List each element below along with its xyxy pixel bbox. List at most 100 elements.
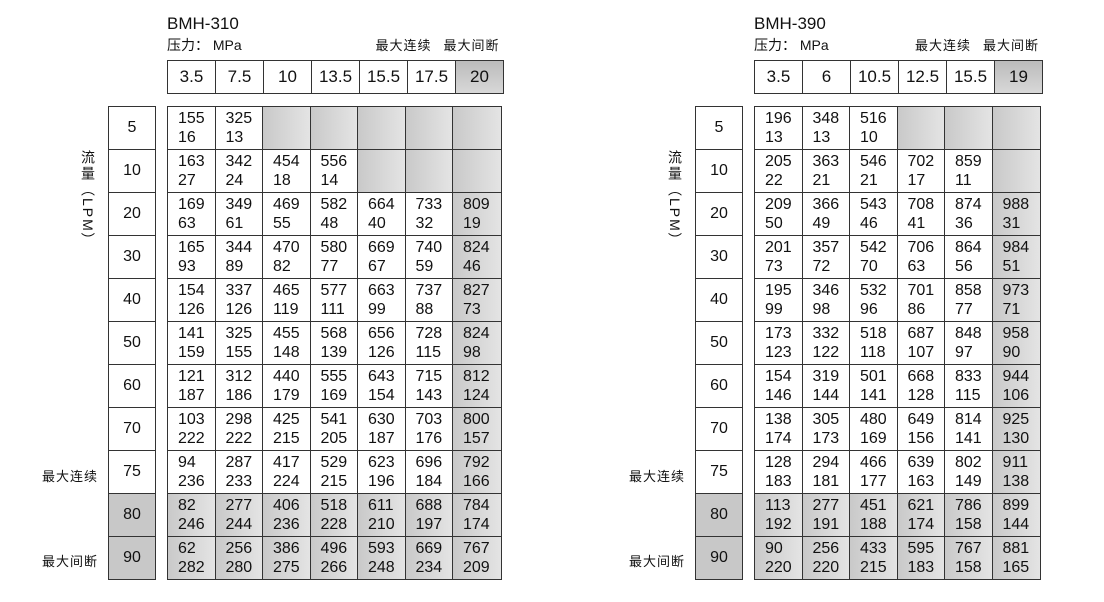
speed-value: 121 (178, 368, 205, 385)
torque-value: 174 (765, 430, 792, 447)
speed-value: 925 (1002, 411, 1030, 428)
speed-value: 201 (765, 239, 792, 256)
data-cell: 480 169 (850, 408, 898, 450)
torque-value: 188 (860, 516, 887, 533)
speed-value: 621 (907, 497, 935, 514)
speed-value: 425 (273, 411, 300, 428)
data-cell: 824 46 (453, 236, 501, 278)
max-intermittent-row-label: 最大间断 (629, 554, 686, 569)
data-cell: 595 183 (897, 537, 945, 579)
speed-value: 165 (178, 239, 205, 256)
speed-value: 332 (812, 325, 840, 342)
torque-value: 106 (1002, 387, 1030, 404)
empty-cell (263, 107, 311, 149)
torque-value: 181 (812, 473, 840, 490)
speed-value: 848 (955, 325, 982, 342)
speed-value: 859 (955, 153, 982, 170)
speed-value: 113 (765, 497, 791, 514)
speed-value: 701 (907, 282, 935, 299)
torque-value: 32 (415, 215, 434, 232)
speed-value: 277 (812, 497, 840, 514)
torque-value: 72 (812, 258, 831, 275)
torque-value: 123 (765, 344, 792, 361)
data-cell: 155 16 (168, 107, 216, 149)
data-cell: 305 173 (803, 408, 850, 450)
data-cell: 858 77 (945, 279, 993, 321)
flow-cell: 70 (696, 408, 742, 451)
torque-value: 63 (178, 215, 196, 232)
torque-value: 187 (178, 387, 205, 404)
torque-value: 144 (812, 387, 840, 404)
data-cell: 784 174 (453, 494, 501, 536)
data-cell: 256 280 (215, 537, 263, 579)
data-cell: 205 22 (755, 150, 803, 192)
speed-value: 663 (368, 282, 395, 299)
data-cell: 173 123 (755, 322, 803, 364)
speed-value: 737 (415, 282, 443, 299)
data-cell: 988 31 (992, 193, 1040, 235)
flow-cell: 50 (696, 322, 742, 365)
speed-value: 277 (225, 497, 253, 514)
speed-value: 643 (368, 368, 395, 385)
data-cell: 319 144 (803, 365, 850, 407)
data-cell: 859 11 (945, 150, 993, 192)
torque-value: 184 (415, 473, 443, 490)
speed-value: 984 (1002, 239, 1030, 256)
torque-value: 46 (463, 258, 481, 275)
torque-value: 169 (860, 430, 887, 447)
speed-value: 256 (225, 540, 253, 557)
data-cell: 529 215 (311, 451, 358, 493)
speed-value: 864 (955, 239, 982, 256)
speed-value: 155 (178, 110, 205, 127)
speed-value: 141 (178, 325, 205, 342)
speed-value: 516 (860, 110, 887, 127)
table-row: 195 99 346 98 532 96 701 86 858 77 973 71 (755, 279, 1040, 322)
speed-value: 94 (178, 454, 196, 471)
speed-value: 827 (463, 282, 490, 299)
torque-value: 183 (765, 473, 792, 490)
data-cell: 141 159 (168, 322, 216, 364)
speed-value: 337 (225, 282, 253, 299)
speed-value: 833 (955, 368, 982, 385)
data-cell: 733 32 (406, 193, 453, 235)
torque-value: 159 (178, 344, 205, 361)
speed-value: 451 (860, 497, 887, 514)
torque-value: 215 (860, 559, 887, 576)
data-cell: 696 184 (406, 451, 453, 493)
data-cell: 812 124 (453, 365, 501, 407)
torque-value: 158 (955, 559, 982, 576)
model-title: BMH-390 (754, 14, 826, 33)
torque-value: 19 (463, 215, 481, 232)
torque-value: 156 (907, 430, 935, 447)
data-cell: 958 90 (992, 322, 1040, 364)
pressure-header-cell: 3.5 (755, 61, 803, 93)
speed-value: 386 (273, 540, 300, 557)
torque-value: 246 (178, 516, 205, 533)
data-cell: 277 191 (802, 494, 850, 536)
data-cell: 543 46 (850, 193, 898, 235)
torque-value: 234 (415, 559, 443, 576)
pressure-header-cell: 17.5 (408, 61, 456, 93)
data-cell: 899 144 (992, 494, 1040, 536)
data-cell: 649 156 (898, 408, 945, 450)
torque-value: 90 (1002, 344, 1021, 361)
torque-value: 196 (368, 473, 395, 490)
torque-value: 144 (1002, 516, 1030, 533)
speed-value: 784 (463, 497, 490, 514)
torque-value: 88 (415, 301, 434, 318)
torque-value: 73 (765, 258, 783, 275)
data-cell: 656 126 (358, 322, 406, 364)
data-cell: 406 236 (263, 494, 311, 536)
data-cell: 94 236 (168, 451, 216, 493)
table-row: 62 282 256 280 386 275 496 266 593 248 669 234 767 20… (168, 537, 501, 579)
flow-cell: 20 (696, 193, 742, 236)
table-row: 141 159 325 155 455 148 568 139 656 126 728 115 824 9… (168, 322, 501, 365)
speed-value: 518 (320, 497, 348, 514)
pressure-header-row: 3.5 7.5 10 13.5 15.5 17.5 20 (167, 60, 504, 94)
torque-value: 266 (320, 559, 348, 576)
speed-value: 103 (178, 411, 205, 428)
torque-value: 99 (765, 301, 783, 318)
speed-value: 688 (415, 497, 443, 514)
table-row: 154 126 337 126 465 119 577 111 663 99 737 88 827 73 (168, 279, 501, 322)
data-cell: 154 146 (755, 365, 803, 407)
